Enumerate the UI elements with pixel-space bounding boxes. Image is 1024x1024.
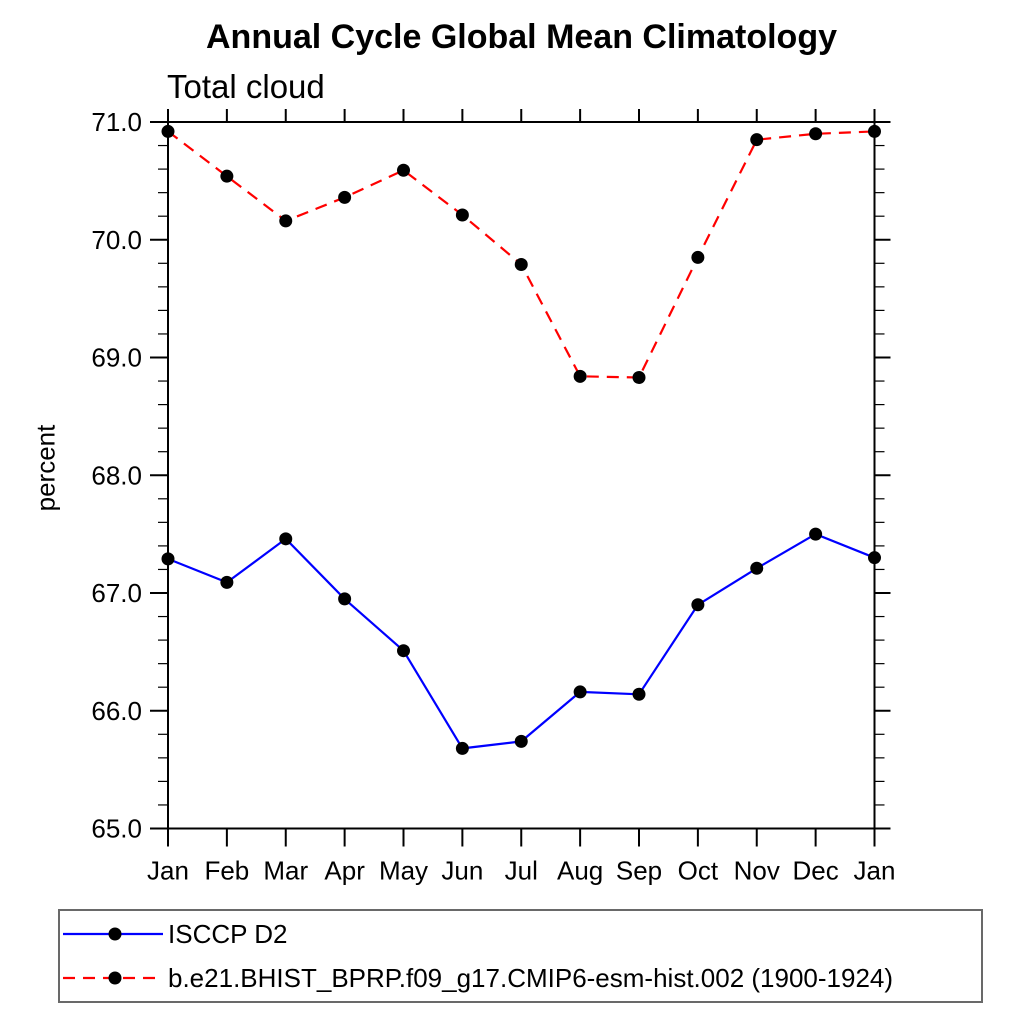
data-point-marker-0 xyxy=(220,575,234,589)
x-tick-label: Aug xyxy=(557,856,603,886)
data-point-marker-1 xyxy=(514,257,528,271)
data-point-marker-1 xyxy=(338,190,352,204)
x-tick-label: May xyxy=(379,856,428,886)
data-point-marker-0 xyxy=(809,527,823,541)
x-tick-label: Jun xyxy=(441,856,483,886)
x-tick-label: Jan xyxy=(147,856,189,886)
legend-box: ISCCP D2 b.e21.BHIST_BPRP.f09_g17.CMIP6-… xyxy=(58,909,983,1003)
data-point-marker-1 xyxy=(279,214,293,228)
x-tick-label: Apr xyxy=(324,856,365,886)
series-line-0 xyxy=(167,532,875,750)
data-point-marker-1 xyxy=(455,208,469,222)
data-point-marker-0 xyxy=(455,741,469,755)
chart-subtitle: Total cloud xyxy=(167,68,325,105)
x-tick-label: Jul xyxy=(505,856,538,886)
data-point-marker-1 xyxy=(397,163,410,177)
data-point-marker-0 xyxy=(338,592,352,606)
data-point-marker-1 xyxy=(809,127,823,141)
data-point-marker-0 xyxy=(632,687,646,701)
data-point-marker-1 xyxy=(750,133,764,147)
data-point-marker-0 xyxy=(397,644,410,658)
data-point-marker-1 xyxy=(632,371,646,385)
data-point-marker-1 xyxy=(573,369,587,383)
legend-label-cmip6-run: b.e21.BHIST_BPRP.f09_g17.CMIP6-esm-hist.… xyxy=(168,963,894,993)
legend-swatch-solid xyxy=(63,927,163,941)
data-point-marker-0 xyxy=(573,685,587,699)
x-tick-label: Mar xyxy=(263,856,308,886)
data-point-marker-0 xyxy=(514,734,528,748)
legend-marker-dot-icon xyxy=(108,927,122,941)
data-point-marker-1 xyxy=(161,124,175,138)
y-tick-label: 68.0 xyxy=(91,460,142,490)
data-point-marker-0 xyxy=(750,561,764,575)
y-tick-label: 65.0 xyxy=(91,814,142,844)
x-tick-label: Dec xyxy=(793,856,839,886)
legend-item-isccp-d2: ISCCP D2 xyxy=(62,919,288,949)
data-point-marker-0 xyxy=(691,598,705,612)
data-point-marker-0 xyxy=(868,551,881,565)
chart-title: Annual Cycle Global Mean Climatology xyxy=(206,18,837,56)
x-tick-label: Nov xyxy=(734,856,780,886)
legend-swatch-dashed xyxy=(63,971,163,985)
plot-frame xyxy=(167,121,876,830)
data-point-marker-1 xyxy=(691,250,705,264)
legend-item-cmip6-run: b.e21.BHIST_BPRP.f09_g17.CMIP6-esm-hist.… xyxy=(62,963,894,993)
x-tick-label: Feb xyxy=(204,856,249,886)
y-tick-label: 69.0 xyxy=(91,343,142,373)
x-tick-label: Jan xyxy=(854,856,896,886)
y-tick-label: 70.0 xyxy=(91,225,142,255)
y-tick-label: 66.0 xyxy=(91,696,142,726)
y-tick-label: 67.0 xyxy=(91,578,142,608)
data-point-marker-1 xyxy=(220,169,234,183)
x-tick-label: Oct xyxy=(678,856,719,886)
y-tick-label: 71.0 xyxy=(91,107,142,137)
series-line-1 xyxy=(167,130,875,379)
x-tick-label: Sep xyxy=(616,856,662,886)
data-point-marker-0 xyxy=(161,552,175,566)
legend-label-isccp-d2: ISCCP D2 xyxy=(168,919,288,949)
legend-marker-dot-icon xyxy=(108,971,122,985)
data-point-marker-0 xyxy=(279,532,293,546)
data-point-marker-1 xyxy=(868,124,881,138)
